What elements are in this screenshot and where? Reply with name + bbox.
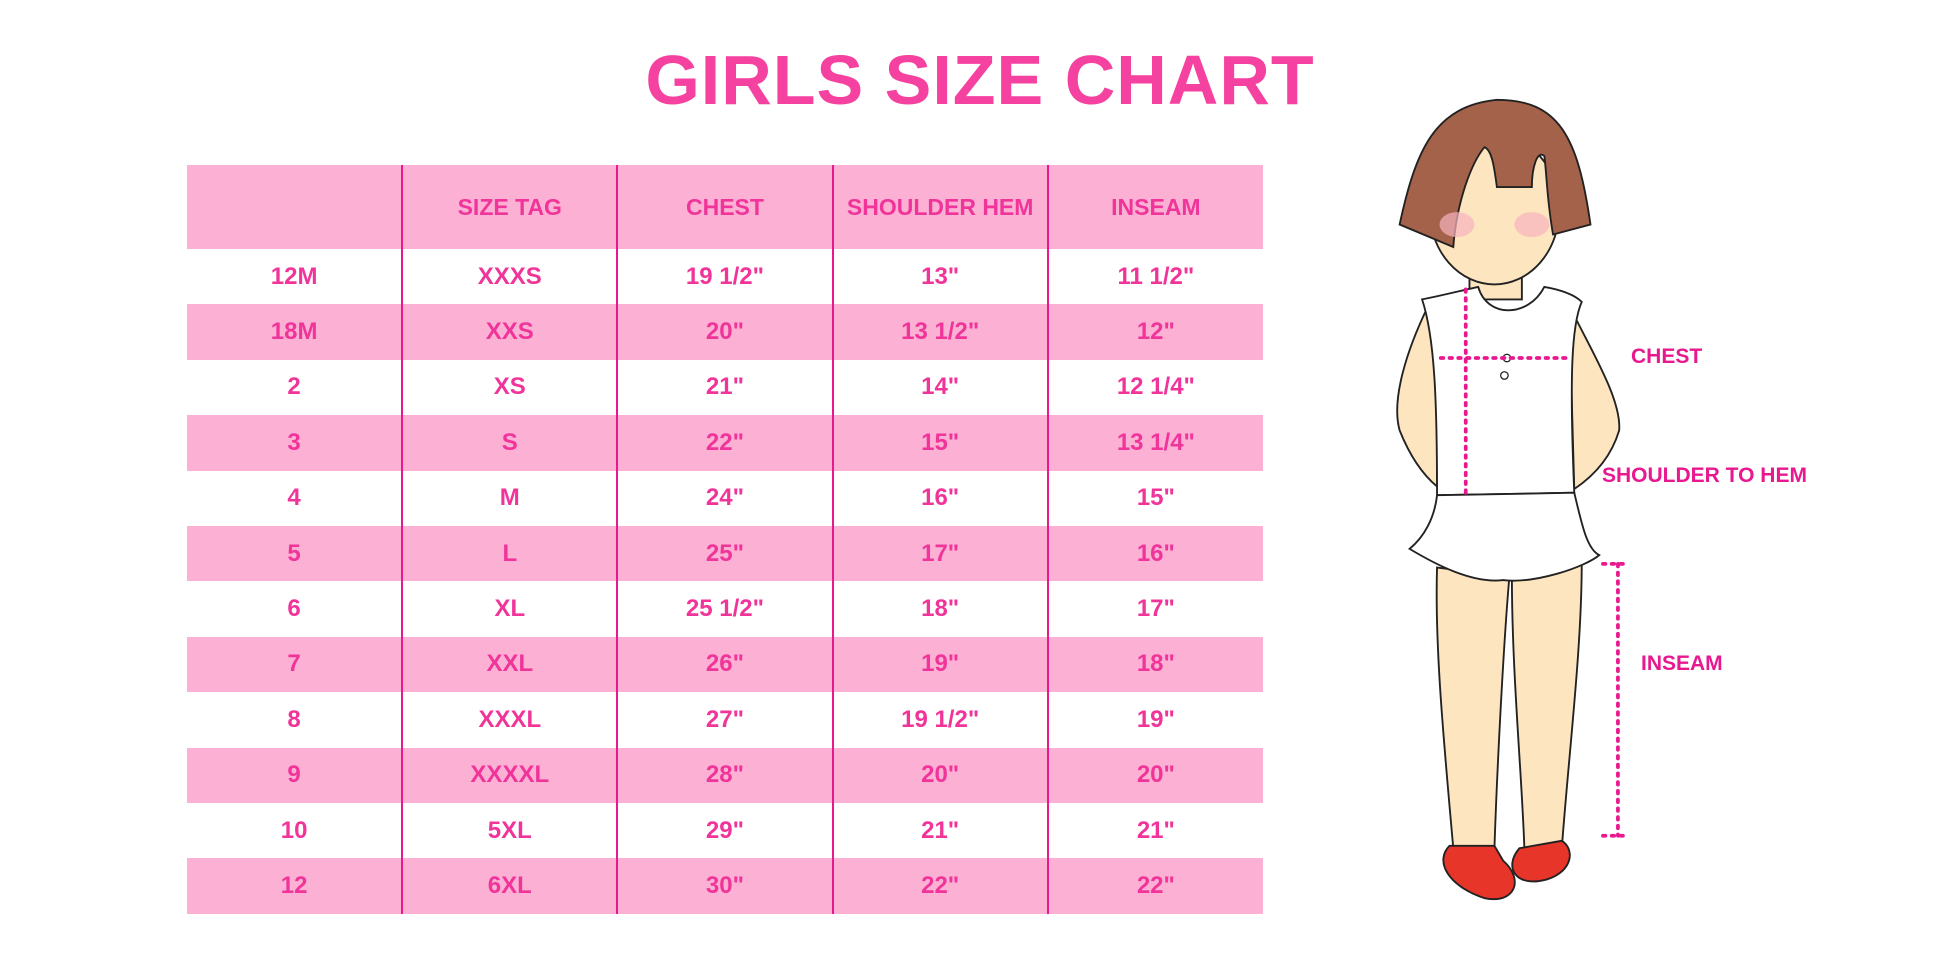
table-cell: 14" (831, 359, 1048, 416)
table-cell: 26" (616, 636, 833, 693)
table-cell: 2 (287, 373, 301, 401)
table-cell: 9 (287, 761, 301, 789)
table-row: 3 S 22" 15" 13 1/4" (187, 415, 1263, 471)
table-row: 4 M 24" 16" 15" (187, 470, 1263, 526)
table-cell: L (401, 525, 618, 582)
table-cell: 10 (280, 816, 308, 844)
table-row: 8 XXXL 27" 19 1/2" 19" (187, 692, 1263, 748)
table-row: 6 XL 25 1/2" 18" 17" (187, 581, 1263, 637)
table-cell: 27" (616, 692, 833, 748)
page-title: GIRLS SIZE CHART (645, 41, 1315, 119)
table-cell: 29" (616, 802, 833, 859)
table-cell: 11 1/2" (1046, 249, 1263, 305)
table-row: 18M XXS 20" 13 1/2" 12" (187, 304, 1263, 360)
skirt (1407, 491, 1601, 582)
left-arm (1396, 304, 1438, 489)
table-cell: 20" (616, 304, 833, 360)
table-cell: 18M (270, 318, 318, 346)
chest-label: CHEST (1631, 345, 1703, 368)
table-cell: XS (401, 359, 618, 416)
table-cell: 6 (287, 595, 301, 623)
table-cell: 30" (616, 858, 833, 914)
table-cell: 22" (616, 415, 833, 471)
table-row: 10 5XL 29" 21" 21" (187, 802, 1263, 859)
left-shoe (1442, 844, 1516, 901)
table-cell: 18" (1046, 636, 1263, 693)
table-cell: 24" (616, 470, 833, 526)
table-cell: 19" (1046, 692, 1263, 748)
column-header: SHOULDER HEM (831, 165, 1048, 249)
table-cell: 20" (831, 747, 1048, 803)
table-row: 9 XXXXL 28" 20" 20" (187, 747, 1263, 803)
table-cell: 5XL (401, 802, 618, 859)
table-cell: 17" (831, 525, 1048, 582)
table-cell: 18" (831, 581, 1048, 637)
table-cell: 13" (831, 249, 1048, 305)
table-row: 2 XS 21" 14" 12 1/4" (187, 359, 1263, 416)
table-cell: 15" (1046, 470, 1263, 526)
table-cell: 21" (831, 802, 1048, 859)
table-cell: 16" (831, 470, 1048, 526)
table-cell: 19 1/2" (831, 692, 1048, 748)
table-cell: XXS (401, 304, 618, 360)
table-cell: 4 (287, 484, 301, 512)
table-cell: 28" (616, 747, 833, 803)
table-cell: S (401, 415, 618, 471)
table-cell: 8 (287, 705, 301, 733)
table-cell: 25" (616, 525, 833, 582)
table-cell: 16" (1046, 525, 1263, 582)
table-cell: 22" (1046, 858, 1263, 914)
table-cell: 5 (287, 539, 301, 567)
table-cell: 22" (831, 858, 1048, 914)
table-cell: XXXXL (401, 747, 618, 803)
table-cell: 12M (270, 262, 318, 290)
table-cell: XL (401, 581, 618, 637)
table-cell: 12 1/4" (1046, 359, 1263, 416)
table-cell: XXXL (401, 692, 618, 748)
table-row: 12 6XL 30" 22" 22" (187, 858, 1263, 914)
table-cell: 21" (616, 359, 833, 416)
right-shoe (1511, 839, 1571, 883)
table-cell: 20" (1046, 747, 1263, 803)
table-cell: 6XL (401, 858, 618, 914)
table-row: 12M XXXS 19 1/2" 13" 11 1/2" (187, 249, 1263, 305)
inseam-label: INSEAM (1641, 652, 1723, 675)
shoulder-to-hem-label: SHOULDER TO HEM (1602, 464, 1807, 487)
column-header: CHEST (616, 165, 833, 249)
left-leg (1435, 566, 1511, 850)
column-header: INSEAM (1046, 165, 1263, 249)
size-chart-table: SIZE TAG CHEST SHOULDER HEM INSEAM 12M XXXS 1… (187, 165, 1263, 914)
table-cell: M (401, 470, 618, 526)
table-cell: 13 1/4" (1046, 415, 1263, 471)
left-cheek (1439, 212, 1475, 238)
right-leg (1510, 560, 1583, 850)
table-cell: 13 1/2" (831, 304, 1048, 360)
table-cell: 21" (1046, 802, 1263, 859)
table-header-row: SIZE TAG CHEST SHOULDER HEM INSEAM (187, 165, 1263, 249)
table-cell: 19" (831, 636, 1048, 693)
table-cell: 12" (1046, 304, 1263, 360)
hair (1398, 98, 1592, 249)
right-arm (1568, 305, 1621, 491)
table-cell: XXL (401, 636, 618, 693)
table-cell: 12 (280, 871, 308, 899)
table-cell: 25 1/2" (616, 581, 833, 637)
right-cheek (1514, 212, 1550, 238)
table-row: 7 XXL 26" 19" 18" (187, 636, 1263, 693)
table-cell: 17" (1046, 581, 1263, 637)
button (1500, 371, 1509, 380)
top (1420, 285, 1583, 497)
column-header: SIZE TAG (401, 165, 618, 249)
table-cell: 7 (287, 650, 301, 678)
table-cell: 15" (831, 415, 1048, 471)
table-row: 5 L 25" 17" 16" (187, 525, 1263, 582)
table-cell: XXXS (401, 249, 618, 305)
table-cell: 3 (287, 428, 301, 456)
table-cell: 19 1/2" (616, 249, 833, 305)
